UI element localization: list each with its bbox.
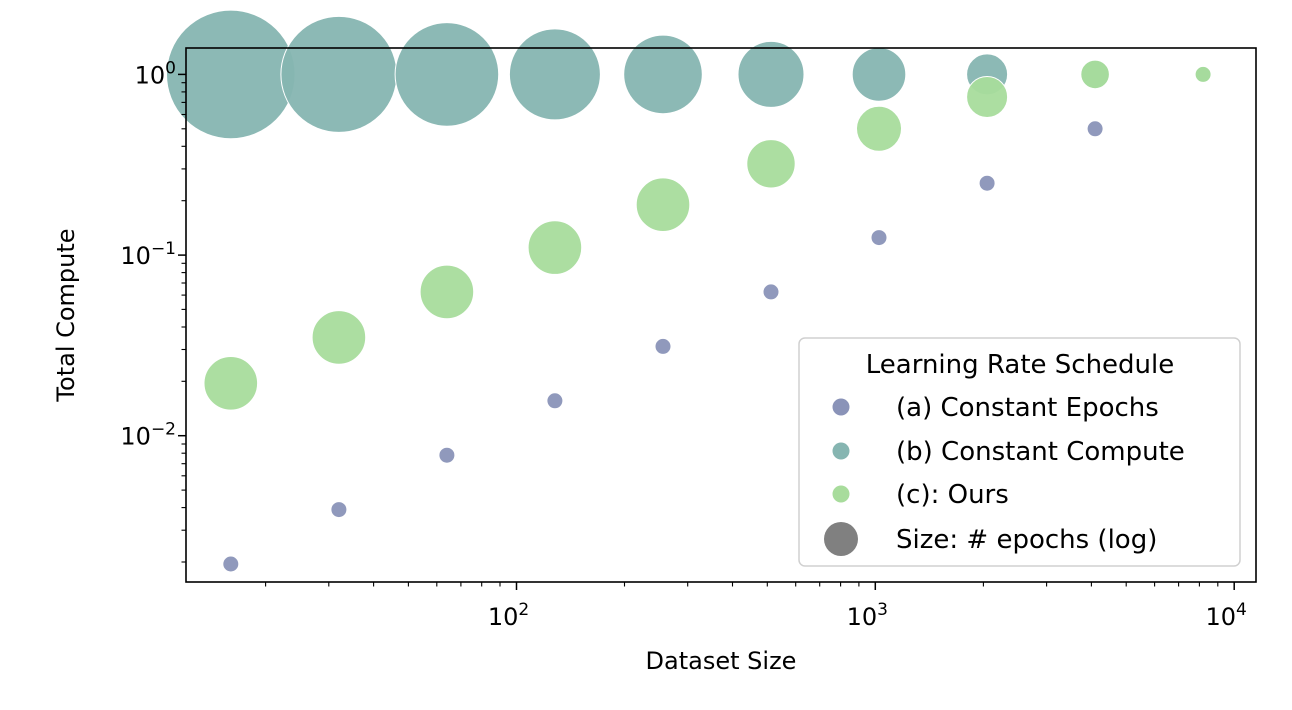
point-b-constant-compute-1 [280, 15, 398, 133]
point-b-constant-compute-4 [623, 34, 703, 115]
point-c-ours-2 [419, 264, 475, 320]
x-tick-label-2: 104 [1206, 600, 1247, 631]
legend-label-size: Size: # epochs (log) [896, 525, 1157, 555]
point-a-constant-epochs-6 [870, 229, 888, 247]
legend-marker-constant-compute [832, 442, 850, 460]
x-axis-title: Dataset Size [646, 647, 797, 675]
x-tick-label-1: 103 [847, 600, 888, 631]
legend-marker-constant-epochs [832, 398, 850, 416]
point-b-constant-compute-6 [851, 47, 907, 102]
y-tick-label-2: 10−2 [120, 420, 176, 451]
legend: Learning Rate Schedule (a) Constant Epoc… [798, 337, 1241, 567]
point-a-constant-epochs-4 [654, 337, 672, 355]
y-tick-label-0: 100 [135, 58, 176, 89]
x-tick-label-0: 102 [488, 600, 529, 631]
y-tick-label-1: 10−1 [120, 239, 176, 270]
legend-title: Learning Rate Schedule [866, 350, 1175, 380]
legend-marker-size [824, 522, 858, 556]
plot-frame [185, 47, 1257, 583]
point-a-constant-epochs-8 [1086, 120, 1104, 138]
legend-label-constant-epochs: (a) Constant Epochs [896, 393, 1159, 423]
point-a-constant-epochs-3 [546, 392, 564, 410]
point-c-ours-3 [527, 220, 583, 275]
point-a-constant-epochs-2 [438, 446, 456, 464]
legend-label-ours: (c): Ours [896, 480, 1009, 510]
point-b-constant-compute-5 [737, 40, 805, 108]
point-c-ours-7 [966, 76, 1009, 118]
y-axis-title: Total Compute [52, 228, 80, 402]
point-c-ours-5 [746, 139, 796, 189]
point-b-constant-compute-2 [394, 22, 500, 127]
point-a-constant-epochs-0 [222, 555, 240, 573]
point-c-ours-0 [203, 356, 259, 411]
point-c-ours-8 [1080, 59, 1110, 90]
point-a-constant-epochs-7 [978, 174, 996, 192]
point-a-constant-epochs-1 [330, 501, 348, 519]
point-c-ours-1 [311, 310, 367, 365]
point-a-constant-epochs-5 [762, 283, 780, 301]
legend-label-constant-compute: (b) Constant Compute [896, 437, 1185, 467]
axis-ticks: 102 103 104 100 10−1 10−2 [120, 58, 1246, 631]
point-c-ours-9 [1194, 65, 1212, 83]
legend-marker-ours [832, 485, 850, 503]
legend-box [798, 337, 1241, 567]
point-c-ours-6 [856, 105, 902, 152]
point-b-constant-compute-3 [508, 28, 601, 121]
point-c-ours-4 [635, 177, 691, 232]
